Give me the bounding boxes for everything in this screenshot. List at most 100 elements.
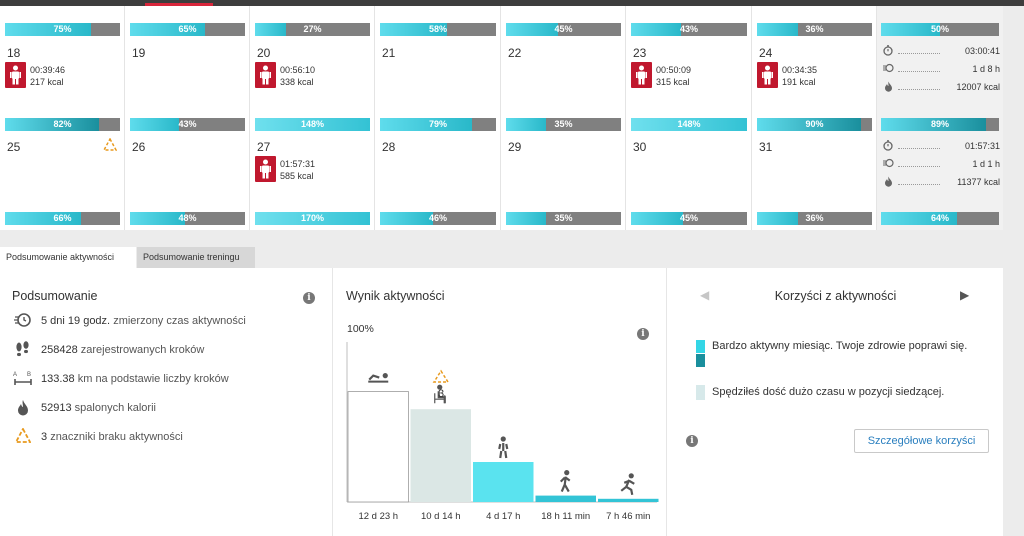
calendar-day-cell[interactable] [125,134,249,210]
daily-goal-bar[interactable]: 27% [255,23,370,36]
daily-goal-bar[interactable]: 43% [631,23,747,36]
chart-bar[interactable] [473,462,534,502]
workout-person-icon[interactable] [255,62,276,88]
next-arrow-icon[interactable]: ▶ [960,288,970,302]
daily-goal-bar[interactable]: 46% [380,212,496,225]
weekly-summary-value: 1 d 8 h [972,64,1000,74]
daily-goal-percent: 27% [303,24,322,34]
calendar-day-cell[interactable] [501,134,625,210]
daily-goal-bar[interactable]: 66% [5,212,120,225]
daily-goal-bar[interactable]: 43% [130,118,245,131]
day-number: 28 [382,140,396,154]
leader-dots [898,71,940,72]
info-icon[interactable]: i [303,292,315,304]
calendar-column [626,6,752,230]
chart-bar[interactable] [347,391,409,503]
weekly-goal-bar[interactable]: 64% [881,212,999,225]
footsteps-icon [12,341,34,363]
daily-goal-bar[interactable]: 90% [757,118,872,131]
summary-title: Podsumowanie [12,289,98,303]
tab-activity-summary[interactable]: Podsumowanie aktywności [0,247,136,268]
daily-goal-bar[interactable]: 45% [506,23,621,36]
calendar-day-cell[interactable] [626,134,751,210]
chart-category-label: 18 h 11 min [541,511,590,522]
summary-text-calories: spalonych kalorii [74,402,156,414]
workout-person-icon[interactable] [5,62,26,88]
daily-goal-percent: 46% [428,213,447,223]
tab-training-summary[interactable]: Podsumowanie treningu [137,247,255,268]
daily-goal-percent: 148% [300,119,325,129]
running-icon [620,473,635,496]
chart-warning-icon [432,369,450,383]
daily-goal-percent: 45% [554,24,573,34]
daily-goal-bar[interactable]: 35% [506,118,621,131]
calendar-day-cell[interactable] [752,134,876,210]
workout-person-icon[interactable] [757,62,778,88]
calendar-day-cell[interactable] [501,40,625,116]
chart-category-label: 4 d 17 h [486,511,520,522]
workout-person-icon[interactable] [255,156,276,182]
daily-goal-percent: 48% [178,213,197,223]
weekly-goal-bar-fill [881,212,957,225]
legend-very-active-text: Bardzo aktywny miesiąc. Twoje zdrowie po… [712,340,968,352]
weekly-summary-row: 01:57:31 [882,140,1000,154]
leader-dots [898,148,940,149]
workout-duration: 00:56:10 [280,65,316,75]
daily-goal-bar[interactable]: 58% [380,23,496,36]
top-strip [0,0,1024,6]
daily-goal-bar[interactable]: 36% [757,212,872,225]
workout-duration: 00:50:09 [656,65,692,75]
day-number: 31 [759,140,773,154]
daily-goal-bar[interactable]: 148% [255,118,370,131]
daily-goal-bar[interactable]: 75% [5,23,120,36]
weekly-summary-value: 01:57:31 [964,141,1000,151]
daily-goal-bar[interactable]: 35% [506,212,621,225]
calendar-day-cell[interactable] [375,40,500,116]
daily-goal-percent: 66% [53,213,72,223]
weekly-goal-bar[interactable]: 50% [881,23,999,36]
info-icon[interactable]: i [686,435,698,447]
day-number: 22 [508,46,522,60]
leader-dots [898,89,940,90]
daily-goal-bar-fill [757,212,799,225]
daily-goal-bar-fill [506,23,558,36]
daily-goal-bar[interactable]: 79% [380,118,496,131]
daily-goal-bar-fill [5,23,92,36]
chart-bar[interactable] [410,409,472,502]
daily-goal-bar[interactable]: 65% [130,23,245,36]
chart-bar[interactable] [598,498,659,502]
active-time-icon [882,158,894,171]
calendar-day-cell[interactable] [375,134,500,210]
benefits-title: Korzyści z aktywności [774,289,897,303]
daily-goal-bar[interactable]: 36% [757,23,872,36]
calendar-day-cell[interactable] [0,134,124,210]
daily-goal-bar[interactable]: 148% [631,118,747,131]
prev-arrow-icon[interactable]: ◀ [700,288,710,302]
summary-value-steps: 258428 [41,344,78,356]
daily-goal-bar[interactable]: 82% [5,118,120,131]
daily-goal-bar[interactable]: 45% [631,212,747,225]
legend-very-active-swatch [696,340,705,353]
daily-goal-bar[interactable]: 170% [255,212,370,225]
daily-goal-percent: 82% [53,119,72,129]
workout-calories: 338 kcal [280,77,314,87]
weekly-goal-bar-fill [881,23,940,36]
active-time-icon [12,312,34,332]
daily-goal-percent: 75% [53,24,72,34]
legend-sedentary-swatch [696,385,705,400]
info-icon[interactable]: i [637,328,649,340]
chart-bar[interactable] [535,495,597,502]
chart-category-label: 12 d 23 h [358,511,398,522]
daily-goal-bar-fill [380,23,448,36]
day-number: 26 [132,140,146,154]
weekly-goal-percent: 64% [930,213,949,223]
weekly-goal-bar[interactable]: 89% [881,118,999,131]
calendar-day-cell[interactable] [125,40,249,116]
detailed-benefits-button[interactable]: Szczegółowe korzyści [854,429,989,453]
workout-duration: 01:57:31 [280,159,316,169]
daily-goal-bar[interactable]: 48% [130,212,245,225]
workout-duration: 00:34:35 [782,65,818,75]
workout-person-icon[interactable] [631,62,652,88]
inactivity-warning-icon[interactable] [102,137,118,154]
